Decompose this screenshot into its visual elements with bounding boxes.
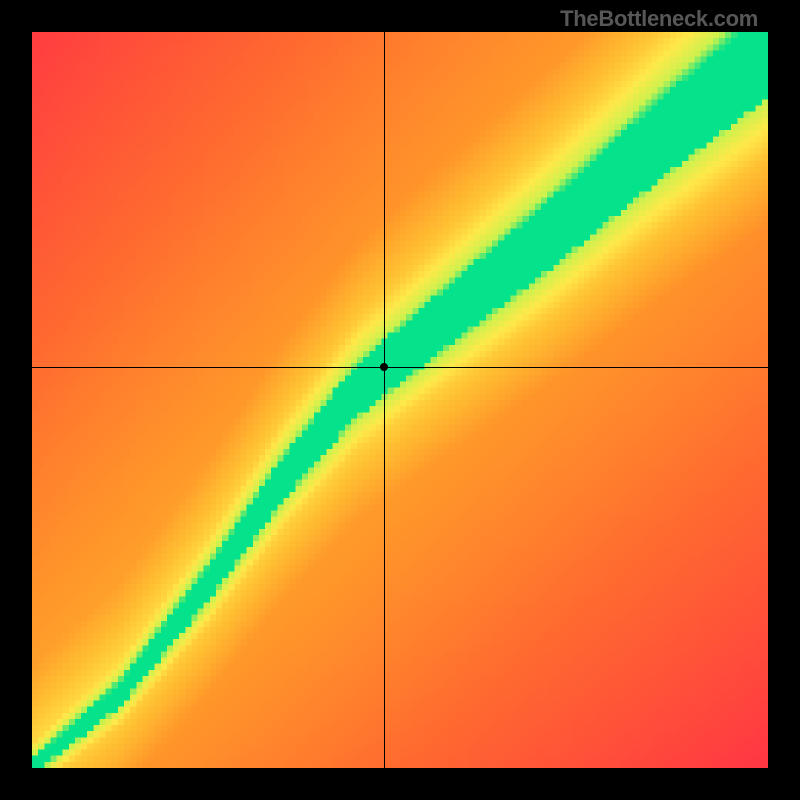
chart-container: TheBottleneck.com — [0, 0, 800, 800]
watermark-text: TheBottleneck.com — [560, 6, 758, 32]
crosshair-vertical — [384, 32, 385, 768]
heatmap-canvas — [32, 32, 768, 768]
crosshair-horizontal — [32, 367, 768, 368]
data-point-marker — [380, 363, 388, 371]
